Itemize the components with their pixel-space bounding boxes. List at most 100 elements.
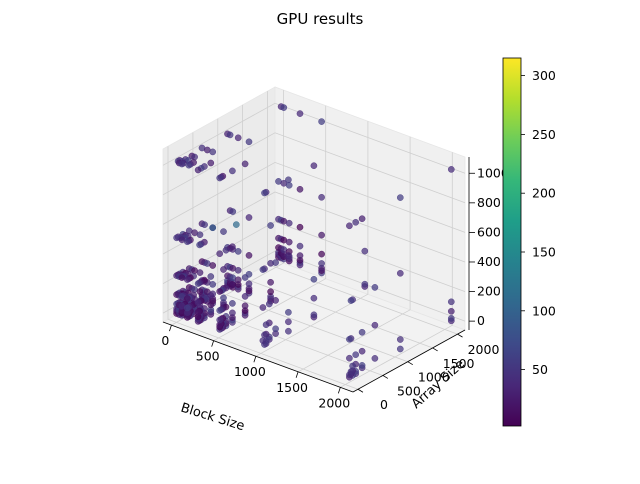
data-point [234,266,242,274]
data-point [216,307,223,314]
z-grid-line [162,102,466,174]
data-point [310,162,318,169]
z-grid-line [162,132,466,204]
y-tick-mark [457,333,463,338]
data-point [447,315,455,322]
data-point [245,280,253,288]
y-tick-label: 500 [397,384,421,399]
data-point [347,297,355,304]
data-point [349,362,356,370]
data-point [262,321,270,329]
z-tick-label: 1000 [477,165,509,180]
data-point [259,337,267,344]
data-point [207,292,215,299]
data-point [346,222,353,230]
x-tick-mark [337,387,341,394]
data-point [220,266,227,273]
data-point [220,294,227,302]
colorbar: 50 100 150 200 250 300 [502,57,556,427]
x-axis-label: Block Size [179,401,246,435]
data-point [352,351,360,359]
data-point [310,311,318,319]
data-point [209,262,216,269]
x-tick-label: 0 [161,333,169,348]
x-axis-line [162,321,354,393]
data-point [234,248,242,255]
data-point [318,118,325,125]
data-point [396,345,404,353]
data-point [371,355,379,362]
data-point [310,275,318,283]
data-point [310,294,318,302]
x-tick-label: 1500 [276,380,308,395]
data-point [241,293,249,300]
data-point [358,328,366,336]
y-tick-label: 2000 [468,342,500,357]
data-point [196,241,203,249]
data-point [346,354,353,362]
data-point [229,167,236,175]
data-point [296,242,304,250]
data-point [216,250,223,257]
data-point [216,174,223,182]
data-point [196,231,204,238]
data-point [196,269,204,276]
data-point [241,274,249,281]
data-point [352,218,360,226]
y-grid-line [167,146,359,390]
data-point [229,309,236,317]
data-point [220,228,227,235]
data-point [396,194,404,201]
data-point [185,161,193,169]
data-point [296,223,304,231]
data-point [241,160,249,168]
data-point [194,308,202,316]
data-point [361,247,369,255]
chart-title: GPU results [277,10,364,28]
data-point [232,221,240,228]
y-tick-mark [382,375,389,379]
data-point [183,304,191,312]
z-tick-label: 600 [477,224,501,239]
data-point [191,153,198,161]
data-point [209,224,216,231]
data-point [259,304,267,311]
data-point [267,288,274,296]
data-point [234,134,242,142]
y-tick-label: 1000 [418,370,450,385]
x-grid-line [255,121,369,357]
data-point [267,278,274,286]
x-tick-label: 500 [196,349,220,364]
data-point [346,335,353,343]
data-point [296,252,304,259]
data-point [285,176,292,184]
data-point [226,131,234,139]
x-tick-label: 1000 [234,364,266,379]
data-point [261,189,268,197]
data-point [371,284,379,291]
data-point [272,297,279,304]
data-point [216,316,223,324]
colorbar-tick-label: 50 [532,362,548,377]
data-point [207,301,215,309]
data-point [234,276,242,284]
data-point [318,231,325,239]
data-point [265,300,273,308]
z-tick-label: 400 [477,254,501,269]
colorbar-tick-label: 100 [532,303,556,318]
data-point [229,300,236,307]
x-tick-mark [211,340,215,347]
data-point [447,307,455,315]
data-point [361,280,369,288]
data-point [194,280,202,287]
y-tick-mark [407,361,413,366]
data-point [285,318,292,326]
y-axis-line [352,329,466,393]
data-point [209,148,216,156]
data-point [396,336,404,343]
data-point [285,181,293,189]
data-point [229,243,236,250]
data-point [358,215,366,222]
x-grid-line [340,152,453,388]
